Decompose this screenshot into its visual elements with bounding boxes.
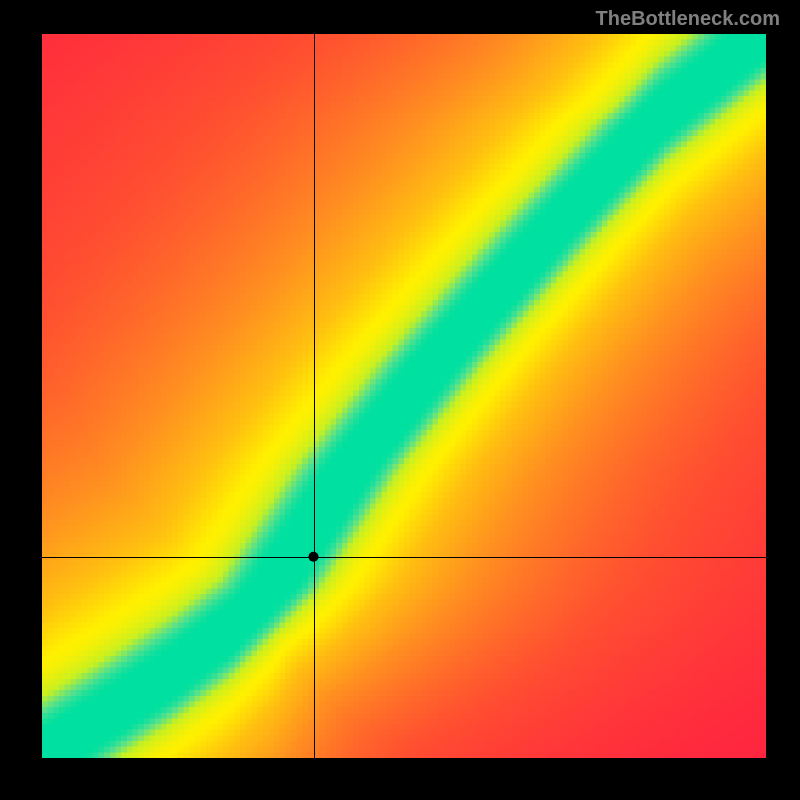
crosshair-overlay <box>42 34 766 758</box>
watermark-text: TheBottleneck.com <box>596 8 780 31</box>
chart-container: TheBottleneck.com <box>0 0 800 800</box>
